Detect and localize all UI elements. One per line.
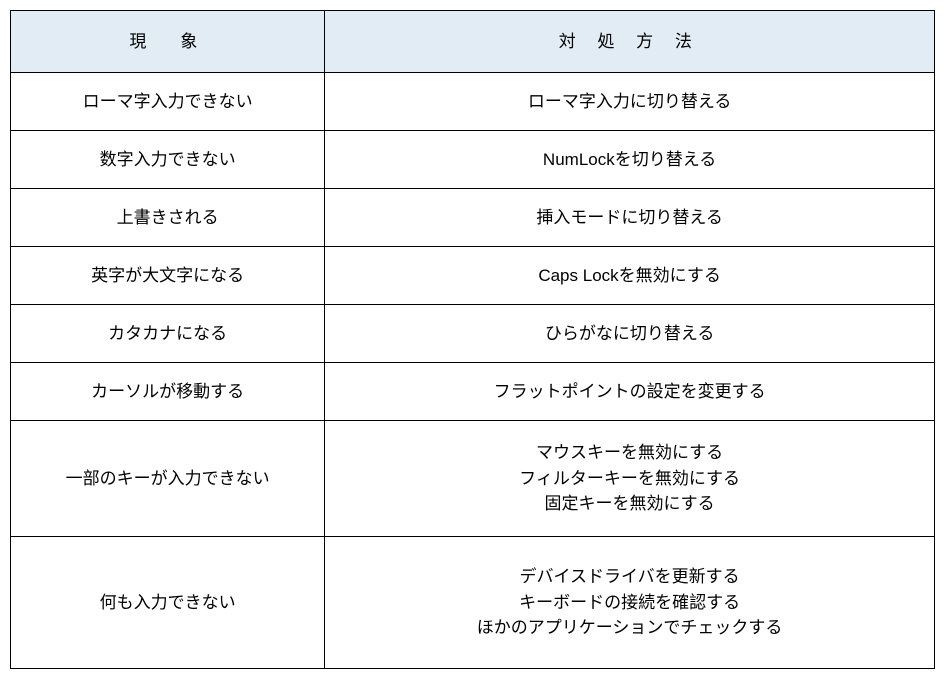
solution-cell: デバイスドライバを更新する キーボードの接続を確認する ほかのアプリケーションで… bbox=[325, 537, 935, 669]
table-row: 一部のキーが入力できない マウスキーを無効にする フィルターキーを無効にする 固… bbox=[11, 421, 935, 537]
table-row: カタカナになる ひらがなに切り替える bbox=[11, 305, 935, 363]
solution-cell: NumLockを切り替える bbox=[325, 131, 935, 189]
column-header-solution: 対 処 方 法 bbox=[325, 11, 935, 73]
symptom-cell: 一部のキーが入力できない bbox=[11, 421, 325, 537]
solution-cell: Caps Lockを無効にする bbox=[325, 247, 935, 305]
solution-cell: ひらがなに切り替える bbox=[325, 305, 935, 363]
table-row: 英字が大文字になる Caps Lockを無効にする bbox=[11, 247, 935, 305]
symptom-cell: ローマ字入力できない bbox=[11, 73, 325, 131]
solution-line: デバイスドライバを更新する bbox=[325, 564, 934, 590]
symptom-cell: カーソルが移動する bbox=[11, 363, 325, 421]
table-row: カーソルが移動する フラットポイントの設定を変更する bbox=[11, 363, 935, 421]
troubleshoot-table-container: 現 象 対 処 方 法 ローマ字入力できない ローマ字入力に切り替える 数字入力… bbox=[10, 10, 935, 669]
solution-line: ほかのアプリケーションでチェックする bbox=[325, 615, 934, 641]
solution-cell: フラットポイントの設定を変更する bbox=[325, 363, 935, 421]
symptom-cell: カタカナになる bbox=[11, 305, 325, 363]
solution-cell: ローマ字入力に切り替える bbox=[325, 73, 935, 131]
solution-cell: 挿入モードに切り替える bbox=[325, 189, 935, 247]
symptom-cell: 上書きされる bbox=[11, 189, 325, 247]
column-header-symptom: 現 象 bbox=[11, 11, 325, 73]
troubleshoot-table: 現 象 対 処 方 法 ローマ字入力できない ローマ字入力に切り替える 数字入力… bbox=[10, 10, 935, 669]
solution-line: フィルターキーを無効にする bbox=[325, 466, 934, 492]
table-header-row: 現 象 対 処 方 法 bbox=[11, 11, 935, 73]
solution-cell: マウスキーを無効にする フィルターキーを無効にする 固定キーを無効にする bbox=[325, 421, 935, 537]
solution-line: キーボードの接続を確認する bbox=[325, 590, 934, 616]
symptom-cell: 何も入力できない bbox=[11, 537, 325, 669]
table-row: 数字入力できない NumLockを切り替える bbox=[11, 131, 935, 189]
table-row: 上書きされる 挿入モードに切り替える bbox=[11, 189, 935, 247]
table-row: 何も入力できない デバイスドライバを更新する キーボードの接続を確認する ほかの… bbox=[11, 537, 935, 669]
table-row: ローマ字入力できない ローマ字入力に切り替える bbox=[11, 73, 935, 131]
symptom-cell: 英字が大文字になる bbox=[11, 247, 325, 305]
solution-line: マウスキーを無効にする bbox=[325, 440, 934, 466]
symptom-cell: 数字入力できない bbox=[11, 131, 325, 189]
solution-line: 固定キーを無効にする bbox=[325, 491, 934, 517]
